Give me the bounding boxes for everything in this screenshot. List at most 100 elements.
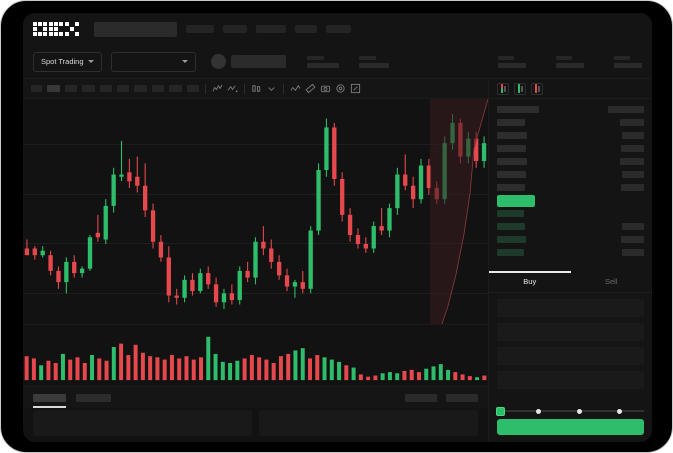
search-input[interactable] xyxy=(94,21,177,37)
tab-buy[interactable]: Buy xyxy=(489,271,571,292)
settings-icon[interactable] xyxy=(335,83,346,94)
top-navigation-bar xyxy=(23,13,652,45)
orders-tab-bar xyxy=(23,386,488,408)
timeframe-button-7[interactable] xyxy=(134,85,147,92)
pair-select-dropdown[interactable] xyxy=(110,51,196,72)
bottom-action-2[interactable] xyxy=(446,393,478,402)
indicators-icon[interactable] xyxy=(212,83,223,94)
orderbook-ask-row[interactable] xyxy=(497,181,644,194)
orderbook-price-bar xyxy=(497,223,525,230)
orderbook-ask-row[interactable] xyxy=(497,168,644,181)
orderbook-mode-both[interactable] xyxy=(497,82,509,95)
orderbook-amount-bar xyxy=(621,184,644,191)
nav-item-5[interactable] xyxy=(326,25,351,33)
current-pair[interactable] xyxy=(210,54,286,69)
okx-logo-icon[interactable] xyxy=(33,22,79,36)
volume-chart[interactable] xyxy=(23,324,488,386)
nav-item-2[interactable] xyxy=(223,25,247,33)
orderbook-bid-row[interactable] xyxy=(497,220,644,233)
panel-left[interactable] xyxy=(33,410,252,436)
tab-open-orders[interactable] xyxy=(33,393,66,408)
timeframe-button-2[interactable] xyxy=(47,85,60,92)
timeframe-button-10[interactable] xyxy=(187,85,199,92)
app-screen: Spot Trading xyxy=(23,13,652,442)
chart-column xyxy=(23,79,489,442)
slider-stop-50[interactable] xyxy=(577,408,582,414)
orderbook-price-bar xyxy=(497,210,524,217)
tab-order-history[interactable] xyxy=(76,393,111,402)
toolbar-divider xyxy=(244,83,245,94)
orderbook-ask-row[interactable] xyxy=(497,155,644,168)
market-stats-right xyxy=(498,55,642,68)
line-chart-icon[interactable] xyxy=(290,83,301,94)
orderbook-mode-bids[interactable] xyxy=(514,82,526,95)
fullscreen-icon[interactable] xyxy=(350,83,361,94)
orderbook-ask-row[interactable] xyxy=(497,142,644,155)
orderbook-bid-row[interactable] xyxy=(497,246,644,259)
timeframe-button-9[interactable] xyxy=(169,85,182,92)
toolbar-divider xyxy=(283,83,284,94)
price-field[interactable] xyxy=(497,323,644,341)
amount-slider[interactable] xyxy=(489,403,652,419)
orderbook-price-bar xyxy=(497,132,527,139)
tab-sell-label: Sell xyxy=(604,277,618,286)
orderbook-rows[interactable] xyxy=(489,99,652,271)
orderbook-price-bar xyxy=(497,106,539,113)
total-field[interactable] xyxy=(497,371,644,389)
chevron-down-icon xyxy=(87,60,94,63)
orderbook-ask-row[interactable] xyxy=(497,129,644,142)
timeframe-button-4[interactable] xyxy=(82,85,95,92)
timeframe-button-1[interactable] xyxy=(31,85,42,92)
camera-icon[interactable] xyxy=(320,83,331,94)
orderbook-price-bar xyxy=(497,158,527,165)
orderbook-bid-row[interactable] xyxy=(497,207,644,220)
orderbook-amount-bar xyxy=(608,106,644,113)
candlestick-chart[interactable] xyxy=(23,99,488,324)
orderbook-price-bar xyxy=(497,249,524,256)
slider-stop-25[interactable] xyxy=(536,408,541,414)
orderbook-mode-asks[interactable] xyxy=(531,82,543,95)
orderbook-amount-bar xyxy=(621,236,644,243)
panel-right[interactable] xyxy=(259,410,478,436)
timeframe-button-3[interactable] xyxy=(65,85,77,92)
nav-item-1[interactable] xyxy=(186,25,214,33)
stat-last-price xyxy=(306,55,339,68)
order-type-field[interactable] xyxy=(497,299,644,317)
toolbar-divider xyxy=(205,83,206,94)
trading-mode-dropdown[interactable]: Spot Trading xyxy=(33,51,102,72)
slider-handle[interactable] xyxy=(496,406,505,416)
orderbook-ask-row[interactable] xyxy=(497,116,644,129)
ruler-icon[interactable] xyxy=(305,83,316,94)
bottom-action-1[interactable] xyxy=(405,393,437,402)
orderbook-header xyxy=(489,79,652,99)
timeframe-button-8[interactable] xyxy=(152,85,164,92)
nav-item-3[interactable] xyxy=(256,25,286,33)
nav-item-4[interactable] xyxy=(295,25,317,33)
orderbook-header-row[interactable] xyxy=(497,103,644,116)
slider-stop-75[interactable] xyxy=(617,408,622,414)
coin-icon xyxy=(210,54,226,69)
chevron-down-icon[interactable] xyxy=(266,83,277,94)
orderbook-amount-bar xyxy=(620,158,644,165)
orderbook-price-bar xyxy=(497,119,525,126)
timeframe-button-5[interactable] xyxy=(100,85,112,92)
orderbook-price-bar xyxy=(497,171,526,178)
compare-icon[interactable] xyxy=(227,83,238,94)
candle-type-icon[interactable] xyxy=(251,83,262,94)
orderbook-amount-bar xyxy=(621,145,644,152)
depth-chart-overlay xyxy=(430,99,488,324)
amount-field[interactable] xyxy=(497,347,644,365)
slider-track xyxy=(501,410,644,412)
orderbook-amount-bar xyxy=(622,223,644,230)
chart-gridline xyxy=(23,144,488,145)
stat-low-24h xyxy=(556,55,584,68)
timeframe-button-6[interactable] xyxy=(117,85,129,92)
orderbook-amount-bar xyxy=(620,119,644,126)
submit-buy-button[interactable] xyxy=(497,419,644,435)
orderbook-bid-row[interactable] xyxy=(497,233,644,246)
chevron-down-icon xyxy=(181,60,188,63)
tab-sell[interactable]: Sell xyxy=(571,271,653,292)
orders-panels xyxy=(23,408,488,442)
orderbook-last-price-row[interactable] xyxy=(497,194,644,207)
